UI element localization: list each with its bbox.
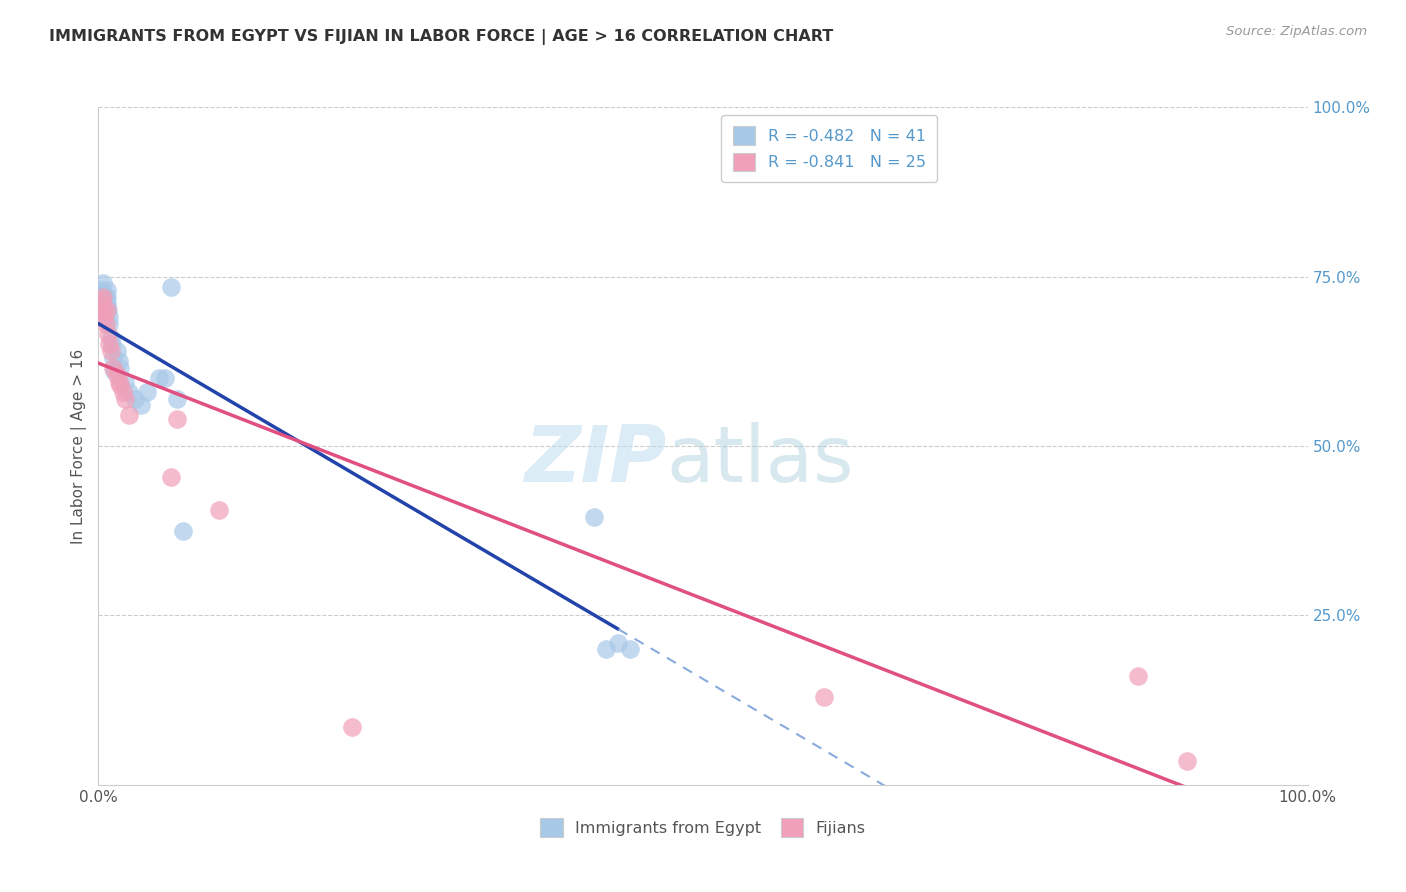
Point <box>111 384 134 399</box>
Point <box>89 296 111 310</box>
Point <box>93 303 115 318</box>
Point <box>103 364 125 378</box>
Point <box>108 375 131 389</box>
Point <box>91 277 114 291</box>
Point <box>97 327 120 342</box>
Point <box>160 469 183 483</box>
Text: ZIP: ZIP <box>524 422 666 498</box>
Y-axis label: In Labor Force | Age > 16: In Labor Force | Age > 16 <box>72 349 87 543</box>
Point <box>93 310 115 325</box>
Point <box>100 344 122 359</box>
Legend: Immigrants from Egypt, Fijians: Immigrants from Egypt, Fijians <box>533 810 873 845</box>
Point <box>105 368 128 382</box>
Point <box>1128 669 1150 683</box>
Point <box>166 412 188 426</box>
Point <box>813 690 835 704</box>
Point <box>100 337 122 351</box>
Point <box>160 279 183 293</box>
Point <box>124 392 146 406</box>
Point <box>108 378 131 392</box>
Point <box>101 351 124 365</box>
Point <box>105 344 128 359</box>
Point <box>619 642 641 657</box>
Point <box>96 296 118 310</box>
Point <box>595 642 617 657</box>
Point <box>342 720 364 734</box>
Point <box>148 371 170 385</box>
Point <box>93 296 115 310</box>
Text: Source: ZipAtlas.com: Source: ZipAtlas.com <box>1226 25 1367 38</box>
Point <box>91 293 114 308</box>
Point <box>96 303 118 318</box>
Point <box>93 303 115 318</box>
Point <box>108 361 131 376</box>
Point <box>94 317 117 331</box>
Point <box>1175 754 1198 768</box>
Point <box>91 286 114 301</box>
Point <box>91 283 114 297</box>
Text: IMMIGRANTS FROM EGYPT VS FIJIAN IN LABOR FORCE | AGE > 16 CORRELATION CHART: IMMIGRANTS FROM EGYPT VS FIJIAN IN LABOR… <box>49 29 834 45</box>
Point <box>94 296 117 310</box>
Point <box>91 293 114 308</box>
Point <box>90 303 112 318</box>
Point <box>100 330 122 344</box>
Point <box>93 290 115 304</box>
Point <box>172 524 194 538</box>
Point <box>166 392 188 406</box>
Point <box>94 303 117 318</box>
Point <box>98 310 121 325</box>
Point <box>108 354 131 368</box>
Point <box>129 398 152 412</box>
Point <box>91 290 114 304</box>
Point <box>114 392 136 406</box>
Point <box>97 303 120 318</box>
Point <box>96 283 118 297</box>
Point <box>94 290 117 304</box>
Point <box>583 510 606 524</box>
Point <box>98 337 121 351</box>
Point <box>89 310 111 325</box>
Point <box>135 384 157 399</box>
Point <box>118 384 141 399</box>
Point <box>96 290 118 304</box>
Point <box>89 296 111 310</box>
Point <box>153 371 176 385</box>
Point <box>101 361 124 376</box>
Point <box>208 503 231 517</box>
Point <box>114 375 136 389</box>
Point <box>90 290 112 304</box>
Point <box>607 635 630 649</box>
Point <box>91 290 114 304</box>
Point <box>98 317 121 331</box>
Text: atlas: atlas <box>666 422 855 498</box>
Point <box>118 409 141 423</box>
